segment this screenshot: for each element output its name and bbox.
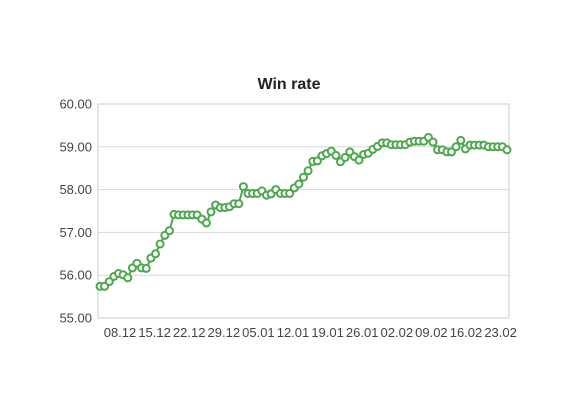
data-point [164,226,174,236]
data-point [151,249,160,259]
data-point [294,179,304,189]
y-tick-label: 57.00 [59,225,92,240]
data-point [238,182,248,192]
data-point [354,155,364,165]
x-tick-label: 16.02 [450,325,483,340]
x-tick-label: 05.01 [242,325,275,340]
chart-title: Win rate [258,76,321,93]
data-point [234,199,244,209]
series-line [100,136,508,288]
data-point [502,145,512,155]
data-point [456,135,466,145]
x-tick-label: 12.01 [277,325,310,340]
y-axis: 55.00 56.00 57.00 58.00 59.00 60.00 [59,97,92,326]
x-tick-label: 22.12 [173,325,206,340]
data-point [331,150,341,160]
data-point [299,172,308,182]
x-tick-label: 26.01 [346,325,379,340]
y-tick-label: 55.00 [59,311,92,326]
data-point [428,137,438,147]
y-tick-label: 58.00 [59,182,92,197]
data-point [123,273,133,283]
x-tick-label: 02.02 [381,325,414,340]
x-tick-label: 29.12 [208,325,241,340]
x-tick-label: 15.12 [138,325,171,340]
data-point [201,218,211,228]
y-gridlines [98,103,509,319]
data-point [340,153,350,162]
data-point [141,263,151,273]
data-point [155,239,165,249]
data-point [451,142,461,152]
x-tick-label: 08.12 [104,325,137,340]
data-point [285,189,295,198]
y-tick-label: 56.00 [59,268,92,283]
data-points [95,132,512,291]
data-point [303,166,313,176]
x-tick-label: 09.02 [415,325,448,340]
x-axis: 08.12 15.12 22.12 29.12 05.01 12.01 19.01 26.01… [104,325,517,340]
y-tick-label: 60.00 [59,97,92,112]
data-point [206,207,216,217]
y-tick-label: 59.00 [59,139,92,154]
plot-area [97,103,510,319]
x-tick-label: 23.02 [484,325,517,340]
x-tick-label: 19.01 [311,325,344,340]
